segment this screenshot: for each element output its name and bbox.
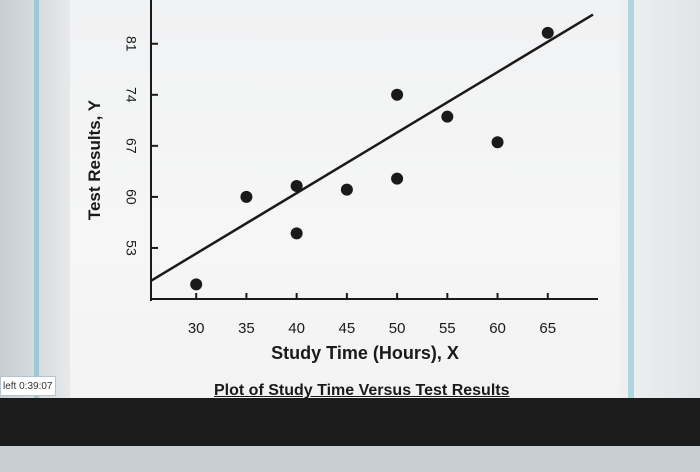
y-tick-label: 67 xyxy=(123,138,139,154)
right-background-strip xyxy=(620,0,700,398)
data-point xyxy=(190,278,203,291)
bottom-strip xyxy=(0,446,700,472)
timer-readout: left 0:39:07 xyxy=(0,376,56,396)
right-accent-bar xyxy=(628,0,634,398)
left-accent-bar xyxy=(34,0,39,398)
data-point xyxy=(290,227,303,240)
axes-group xyxy=(150,0,598,301)
trend-line-group xyxy=(150,13,594,282)
trend-line xyxy=(150,13,594,282)
x-tick-label: 45 xyxy=(339,320,356,337)
bottom-dark-bar xyxy=(0,398,700,446)
x-tick-label: 50 xyxy=(389,320,406,337)
y-tick-label: 53 xyxy=(123,240,139,256)
data-point xyxy=(290,179,303,192)
data-point xyxy=(441,110,454,123)
data-point xyxy=(340,183,353,196)
y-axis-label: Test Results, Y xyxy=(85,99,104,220)
data-point xyxy=(391,88,404,101)
chart-sheet xyxy=(70,0,620,398)
y-tick-label: 81 xyxy=(123,36,139,52)
x-tick-label: 65 xyxy=(539,320,556,337)
data-point xyxy=(391,172,404,185)
y-tick-label: 74 xyxy=(123,87,139,103)
x-tick-label: 35 xyxy=(238,320,255,337)
y-tick-label: 60 xyxy=(123,189,139,205)
x-tick-label: 60 xyxy=(489,320,506,337)
data-point xyxy=(541,26,554,39)
y-ticks-group: 53 60 67 74 81 xyxy=(123,36,158,256)
data-point xyxy=(491,136,504,149)
x-axis-label: Study Time (Hours), X xyxy=(271,343,459,363)
plot-caption: Plot of Study Time Versus Test Results xyxy=(214,382,510,398)
x-tick-label: 55 xyxy=(439,320,456,337)
data-points-group xyxy=(190,26,554,291)
left-background-strip xyxy=(0,0,70,398)
x-ticks-group: 30 35 40 45 50 55 60 65 xyxy=(188,293,556,337)
data-point xyxy=(240,190,253,203)
x-tick-label: 40 xyxy=(288,320,305,337)
x-tick-label: 30 xyxy=(188,320,205,337)
